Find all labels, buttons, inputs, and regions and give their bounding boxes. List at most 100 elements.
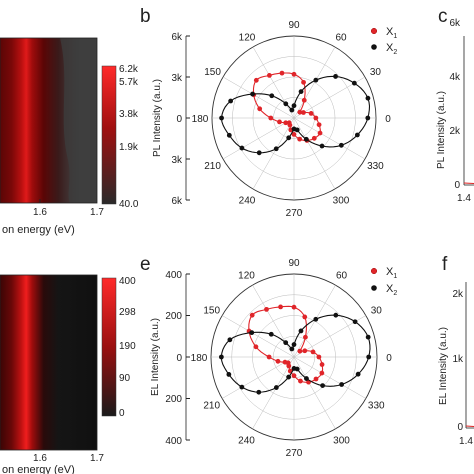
polar-b-series-2-point (365, 95, 371, 101)
polar-e-series-2-point (339, 382, 345, 387)
panel-label-f: f (442, 254, 448, 275)
ytick-f-1: 0 (457, 422, 463, 433)
polar-b-series-1-point (316, 122, 322, 128)
polar-b-series-2-point (354, 132, 360, 138)
polar-b-series-1-point (279, 70, 285, 76)
polar-b-series-2-point (289, 107, 295, 113)
cbtick-d-4: 90 (119, 373, 131, 384)
polar-e-series-2-point (226, 372, 232, 377)
polar-e-series-2-point (352, 319, 358, 325)
polar-b-series-2-point (273, 146, 279, 152)
ytick-b-2: 3k (171, 73, 183, 84)
polar-b-series-2-point (365, 115, 371, 121)
polar-b-series-1-point (313, 115, 319, 121)
polar-e-grid-spoke (221, 356, 295, 399)
polar-e-series-2-point (333, 312, 339, 318)
polar-e-series-1-point (286, 363, 292, 369)
cbtick-a-5: 40.0 (119, 199, 139, 210)
polar-e-series-2-point (273, 385, 279, 390)
polar-e-series-1-point (253, 344, 259, 350)
panel-e-axis: 400 200 0 200 400 EL Intensity (a.u.) (150, 270, 190, 447)
polar-b-series-1-point (308, 111, 314, 116)
polar-b-grid-spoke (293, 117, 366, 160)
polar-b-series-2-point (351, 80, 357, 86)
heatmap-d-frame (0, 274, 98, 451)
polar-e-angle-tick-330: 330 (368, 401, 385, 412)
polar-e-grid-spoke (252, 284, 295, 358)
polar-e-series-1-point (310, 349, 316, 355)
polar-e-angle-tick-240: 240 (238, 435, 255, 446)
polar-b-series-1-point (317, 130, 323, 136)
colorbar-d (101, 277, 117, 417)
polar-e-series-2-point (355, 371, 361, 377)
panel-label-c: c (438, 6, 448, 27)
polar-b-series-1-point (297, 109, 303, 115)
panel-b-axis: 6k 3k 0 3k 6k PL Intensity (a.u.) (152, 32, 190, 207)
polar-b-series-1-point (311, 135, 317, 141)
panel-e-polar: 0 30 60 90 120 150 180 210 240 270 300 330 (191, 258, 393, 459)
ytick-c-1: 0 (454, 180, 460, 191)
xtick-d-2: 1.7 (90, 453, 104, 464)
polar-e-series-2-point (218, 354, 224, 360)
polar-b-series-2-point (338, 142, 344, 148)
polar-e-series-1-point (297, 348, 303, 354)
polar-b-angle-tick-90: 90 (288, 20, 300, 31)
polar-e-series-1-point (303, 334, 308, 340)
polar-e-series-2-point (294, 366, 300, 372)
cbtick-a-3: 3.8k (119, 109, 139, 120)
polar-b-series-2-point (269, 93, 275, 99)
polar-b-grid-spoke (222, 76, 295, 119)
cbtick-a-2: 5.7k (119, 77, 139, 88)
cbtick-d-5: 0 (119, 408, 125, 419)
polar-b-grid-spoke (252, 46, 295, 119)
panel-d: 1.6 1.7 on energy (eV) 400 298 190 90 0 (0, 274, 136, 474)
polar-e-series-1-point (264, 306, 269, 312)
polar-e-series-1-point (319, 370, 325, 376)
polar-b-angle-tick-300: 300 (333, 195, 350, 206)
polar-b-series-2-point (294, 127, 300, 133)
polar-e-series-2-point (291, 342, 297, 347)
xtick-f-1: 1.4 (459, 436, 473, 447)
polar-e-angle-tick-0: 0 (386, 353, 392, 364)
ytick-b-4: 3k (171, 155, 183, 166)
xtick-a-1: 1.6 (33, 207, 47, 218)
polar-e-series-2-point (304, 376, 309, 381)
cbtick-a-1: 6.2k (119, 64, 139, 75)
xtick-d-1: 1.6 (33, 453, 47, 464)
xlabel-a: on energy (eV) (2, 224, 75, 236)
polar-b-series-2-point (333, 74, 338, 79)
polar-b-series-1-point (253, 77, 259, 83)
polar-e-series-2-point (268, 331, 274, 337)
polar-e-series-1-point (249, 312, 255, 318)
polar-b-series-2-fit (221, 75, 371, 154)
polar-e-series-2-point (289, 346, 295, 352)
ylabel-e: EL Intensity (a.u.) (150, 318, 161, 396)
polar-b-angle-tick-210: 210 (204, 161, 221, 172)
ytick-e-5: 400 (165, 436, 182, 447)
polar-e-series-2-point (249, 330, 255, 336)
polar-e-series-1-point (302, 314, 308, 320)
polar-e-series-1-point (319, 362, 325, 367)
polar-e-angle-tick-150: 150 (203, 306, 220, 317)
polar-b-series-2-point (313, 77, 319, 83)
heatmap-a-shade (60, 38, 97, 203)
polar-e-angle-tick-180: 180 (191, 353, 208, 364)
polar-b-series-1-point (301, 97, 307, 103)
polar-e-series-2-point (227, 337, 233, 343)
polar-b-series-1-point (287, 122, 293, 128)
panel-f: 0 1k 2k 1.4 EL Intensity (a.u.) (438, 282, 474, 447)
ytick-c-4: 6k (449, 18, 461, 29)
polar-e-series-1-point (302, 348, 308, 354)
polar-b-angle-tick-240: 240 (239, 195, 256, 206)
panel-label-b: b (140, 6, 151, 27)
polar-b-angle-tick-30: 30 (370, 67, 382, 78)
polar-e-grid-spoke (293, 356, 336, 430)
panel-label-e: e (140, 254, 151, 275)
polar-b-series-1-point (283, 120, 289, 126)
polar-e-angle-tick-90: 90 (288, 258, 300, 269)
polar-e-series-2-point (313, 316, 319, 322)
polar-b-series-1-point (291, 132, 297, 137)
polar-b-series-2-point (219, 115, 224, 121)
polar-e-grid-spoke (221, 315, 295, 358)
polar-e-series-1-point (316, 354, 322, 360)
